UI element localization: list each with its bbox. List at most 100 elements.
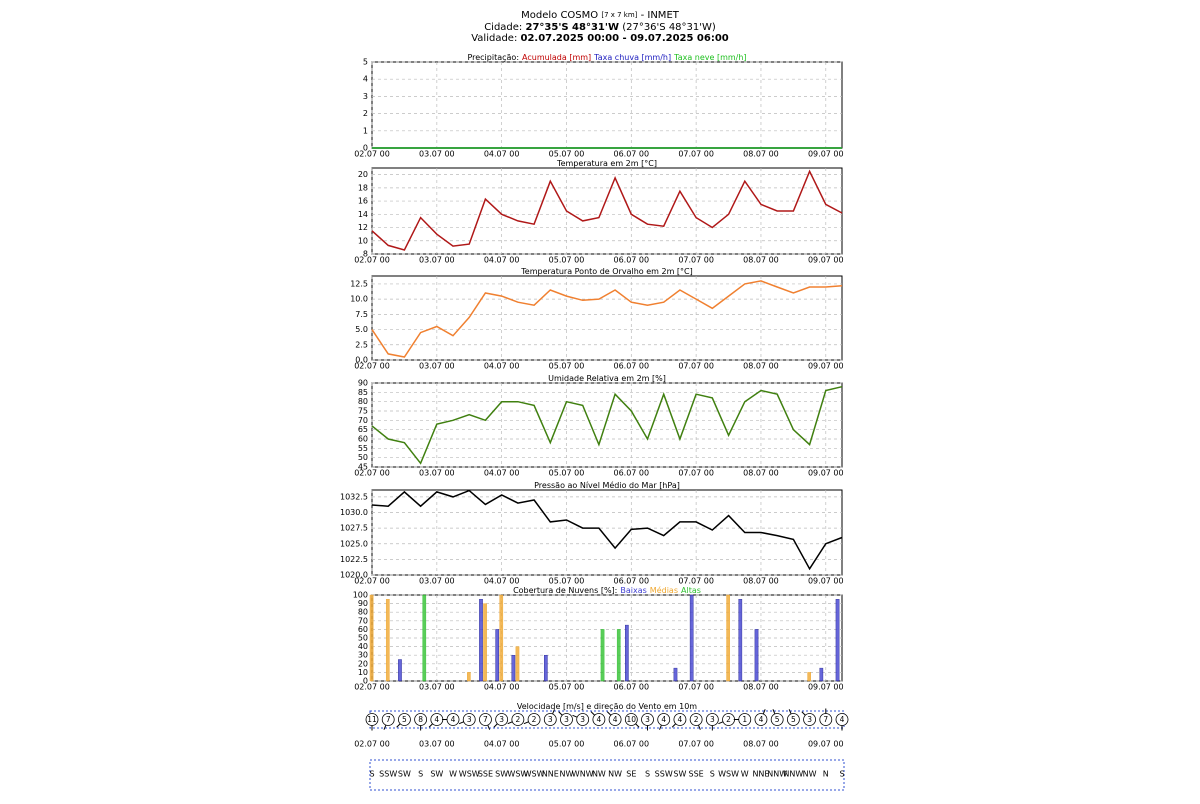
wind-direction: SSE <box>478 770 493 779</box>
city-label: Cidade: <box>484 22 522 33</box>
direction-box <box>369 759 845 791</box>
data-line <box>371 280 843 358</box>
wind-speed-label: 4 <box>434 715 439 724</box>
x-tick-label: 08.07 00 <box>743 362 779 371</box>
wind-direction: NW <box>592 770 606 779</box>
wind-arrow <box>697 724 701 730</box>
wind-speed-label: 2 <box>532 715 537 724</box>
wind-speed-marker <box>462 713 476 726</box>
data-line <box>371 169 843 251</box>
wind-speed-label: 8 <box>418 715 423 724</box>
x-tick-label: 04.07 00 <box>484 150 520 159</box>
x-tick-label: 03.07 00 <box>419 683 455 692</box>
legend-entry: Taxa chuva [mm/h] <box>593 53 671 62</box>
x-tick-label: 05.07 00 <box>549 469 585 478</box>
wind-speed-label: 4 <box>451 715 456 724</box>
x-tick-label: 07.07 00 <box>678 683 714 692</box>
x-tick-label: 08.07 00 <box>743 577 779 586</box>
wind-direction: WSW <box>459 770 480 779</box>
title-text: Umidade Relativa em 2m [%] <box>548 374 666 383</box>
x-tick-label: 06.07 00 <box>613 256 649 265</box>
wind-arrow <box>493 723 498 728</box>
y-tick-label: 55 <box>358 444 368 453</box>
bar <box>369 594 374 682</box>
x-tick-label: 08.07 00 <box>743 740 779 749</box>
wind-direction: S <box>839 770 844 779</box>
wind-speed-marker <box>608 713 622 726</box>
x-tick-label: 04.07 00 <box>484 577 520 586</box>
legend-entry: Acumulada [mm] <box>522 53 591 62</box>
x-tick-label: 07.07 00 <box>678 469 714 478</box>
wind-speed-marker <box>398 713 411 726</box>
x-tick-label: 09.07 00 <box>808 150 844 159</box>
wind-speed-marker <box>689 713 703 726</box>
wind-speed-marker <box>592 713 606 726</box>
x-tick-label: 03.07 00 <box>419 740 455 749</box>
wind-arrow <box>487 724 491 730</box>
wind-speed-marker <box>381 713 395 726</box>
wind-speed-label: 4 <box>759 715 764 724</box>
bar <box>807 672 812 682</box>
wind-direction: SSW <box>655 770 673 779</box>
bar <box>625 624 629 682</box>
x-tick-label: 09.07 00 <box>808 577 844 586</box>
y-tick-label: 75 <box>358 407 368 416</box>
chart-title: Temperatura Ponto de Orvalho em 2m [°C] <box>520 267 692 276</box>
wind-speed-label: 2 <box>726 715 731 724</box>
x-tick-label: 06.07 00 <box>613 469 649 478</box>
y-tick-label: 60 <box>358 435 368 444</box>
wind-direction: SW <box>430 770 443 779</box>
wind-direction: NNW <box>767 770 787 779</box>
wind-speed-label: 7 <box>483 715 488 724</box>
x-tick-label: 09.07 00 <box>808 740 844 749</box>
y-tick-label: 50 <box>358 634 368 643</box>
y-tick-label: 14 <box>358 210 368 219</box>
y-tick-label: 1032.5 <box>340 492 368 501</box>
wind-direction: NNE <box>542 770 559 779</box>
data-line <box>371 489 843 571</box>
wind-direction: NW <box>560 770 574 779</box>
wind-arrow <box>762 709 766 715</box>
plot-area <box>371 275 843 361</box>
model: Modelo COSMO <box>521 10 598 21</box>
y-tick-label: 16 <box>358 197 368 206</box>
bar <box>422 594 427 682</box>
wind-speed-label: 5 <box>791 715 796 724</box>
plot-area <box>371 382 843 468</box>
wind-speed-marker <box>770 713 784 726</box>
wind-speed-label: 4 <box>840 715 845 724</box>
y-tick-label: 20 <box>358 170 368 179</box>
wind-speed-marker <box>446 713 460 726</box>
wind-direction: NW <box>608 770 622 779</box>
bar <box>754 629 759 682</box>
x-tick-label: 02.07 00 <box>354 683 390 692</box>
title-text: Pressão ao Nível Médio do Mar [hPa] <box>534 480 680 490</box>
resolution: [7 x 7 km] <box>601 11 637 19</box>
wind-arrow <box>606 711 612 716</box>
y-tick-label: 7.5 <box>355 310 368 319</box>
x-tick-label: 02.07 00 <box>354 256 390 265</box>
wind-direction: NW <box>803 770 817 779</box>
wind-direction: SW <box>673 770 686 779</box>
validity-label: Validade: <box>471 33 517 44</box>
wind-speed-label: 7 <box>386 715 391 724</box>
x-tick-label: 02.07 00 <box>354 469 390 478</box>
x-tick-label: 06.07 00 <box>613 683 649 692</box>
wind-speed-label: 5 <box>775 715 780 724</box>
validity: 02.07.2025 00:00 - 09.07.2025 06:00 <box>521 33 729 44</box>
x-tick-label: 05.07 00 <box>549 683 585 692</box>
wind-direction: SW <box>398 770 411 779</box>
wind-direction: NNE <box>752 770 769 779</box>
x-tick-label: 04.07 00 <box>484 683 520 692</box>
x-tick-label: 06.07 00 <box>613 362 649 371</box>
wind-arrow <box>507 721 513 725</box>
wind-speed-label: 1 <box>742 715 747 724</box>
wind-speed-marker <box>819 713 833 726</box>
data-line <box>371 385 843 465</box>
x-tick-label: 08.07 00 <box>743 256 779 265</box>
bar <box>819 667 824 682</box>
city: 27°35'S 48°31'W <box>525 22 619 33</box>
bar <box>467 672 471 682</box>
wind-speed-marker <box>657 713 671 726</box>
y-tick-label: 80 <box>358 397 368 406</box>
